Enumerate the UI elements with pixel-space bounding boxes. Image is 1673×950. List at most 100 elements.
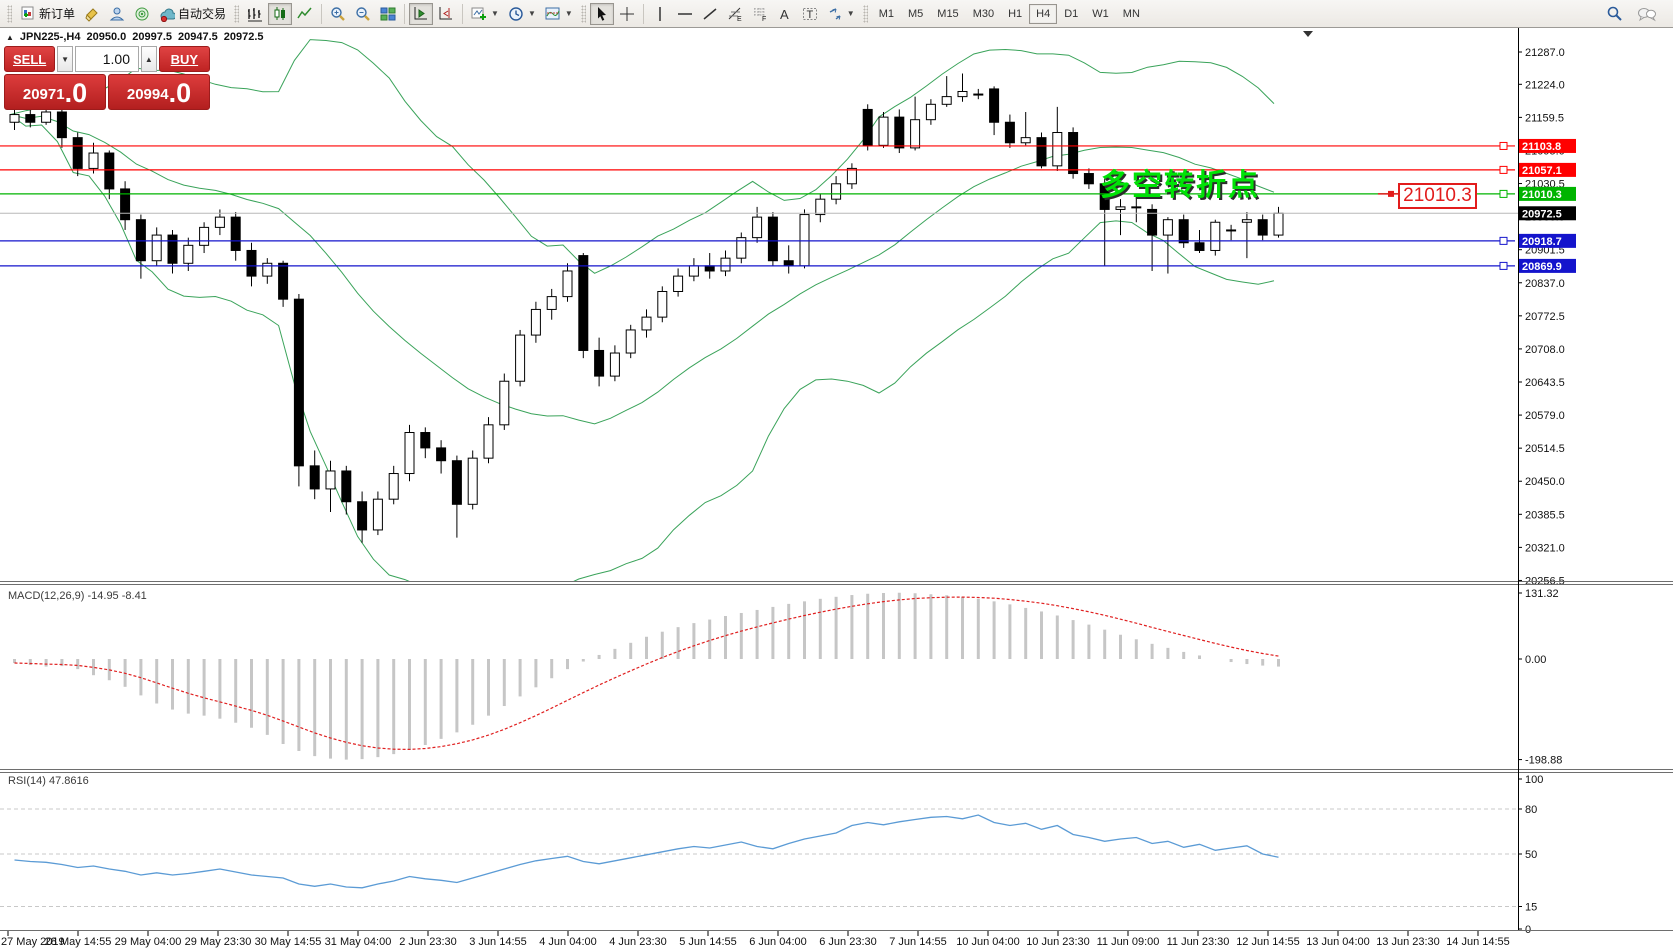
price-axis: 21287.021224.021159.521095.021030.520966… — [1518, 47, 1576, 587]
svg-text:30 May 14:55: 30 May 14:55 — [255, 936, 322, 948]
shift-marker-icon — [1303, 31, 1313, 37]
svg-text:20385.5: 20385.5 — [1525, 509, 1565, 521]
grid-tool-button[interactable]: F — [748, 3, 772, 25]
line-chart-mode-button[interactable] — [293, 3, 317, 25]
svg-text:13 Jun 04:00: 13 Jun 04:00 — [1306, 936, 1370, 948]
trendline-tool-button[interactable] — [698, 3, 722, 25]
dropdown-arrow-icon: ▼ — [564, 9, 573, 18]
volume-decrease-button[interactable]: ▼ — [57, 46, 73, 72]
svg-text:28 May 14:55: 28 May 14:55 — [45, 936, 112, 948]
svg-text:5 Jun 14:55: 5 Jun 14:55 — [679, 936, 737, 948]
candles — [9, 73, 1284, 543]
toolbar-drag-handle[interactable] — [862, 4, 868, 23]
shapes-tool-button[interactable]: ▼ — [823, 3, 859, 25]
svg-text:131.32: 131.32 — [1525, 588, 1559, 600]
svg-text:13 Jun 23:30: 13 Jun 23:30 — [1376, 936, 1440, 948]
toolbar-drag-handle[interactable] — [234, 4, 240, 23]
tile-windows-button[interactable] — [376, 3, 400, 25]
bar-chart-mode-button[interactable] — [243, 3, 267, 25]
bar-chart-icon — [248, 7, 263, 21]
bollinger-bands — [9, 39, 1275, 581]
crosshair-icon — [619, 6, 634, 21]
cursor-arrow-icon — [597, 6, 606, 21]
toolbar-drag-handle[interactable] — [580, 4, 586, 23]
sell-button[interactable]: SELL — [4, 46, 56, 72]
timeframe-m1[interactable]: M1 — [872, 4, 901, 24]
timeframe-m5[interactable]: M5 — [901, 4, 930, 24]
dropdown-arrow-icon: ▼ — [527, 9, 536, 18]
ohlc-close: 20972.5 — [223, 31, 264, 43]
svg-text:14 Jun 14:55: 14 Jun 14:55 — [1446, 936, 1510, 948]
timeframe-d1[interactable]: D1 — [1057, 4, 1085, 24]
svg-text:31 May 04:00: 31 May 04:00 — [325, 936, 392, 948]
indicators-button[interactable]: ▼ — [541, 3, 577, 25]
styler-button[interactable] — [80, 3, 104, 25]
buy-button[interactable]: BUY — [158, 46, 210, 72]
sell-price-button[interactable]: 20971 .0 — [4, 74, 106, 110]
timeframe-mn[interactable]: MN — [1116, 4, 1147, 24]
signals-button[interactable] — [130, 3, 154, 25]
grid-icon: F — [753, 7, 766, 22]
new-chart-icon — [471, 7, 487, 20]
svg-text:20972.5: 20972.5 — [1522, 208, 1562, 220]
timeframe-h1[interactable]: H1 — [1001, 4, 1029, 24]
vertical-line-icon — [659, 6, 661, 21]
turning-point-annotation[interactable]: 多空转折点 — [1100, 169, 1260, 202]
chart-canvas[interactable]: 21287.021224.021159.521095.021030.520966… — [0, 28, 1673, 950]
auto-trading-button[interactable]: 自动交易 — [155, 3, 230, 25]
sonar-icon — [135, 7, 149, 20]
rsi-panel — [0, 808, 1518, 907]
horizontal-line-tool-button[interactable] — [673, 3, 697, 25]
svg-text:15: 15 — [1525, 902, 1537, 914]
svg-text:21103.8: 21103.8 — [1522, 141, 1561, 153]
chart-shift-button[interactable] — [434, 3, 458, 25]
timeframe-group: M1 M5 M15 M30 H1 H4 D1 W1 MN — [872, 3, 1147, 24]
zoom-out-icon — [356, 6, 370, 21]
fibonacci-icon: E — [728, 7, 742, 22]
toolbar-drag-handle[interactable] — [7, 4, 12, 23]
new-order-button[interactable]: 新订单 — [16, 3, 79, 25]
periods-button[interactable]: ▼ — [504, 3, 540, 25]
svg-text:E: E — [737, 16, 742, 22]
macd-panel — [13, 592, 1280, 760]
text-tool-button[interactable]: A — [773, 3, 797, 25]
chat-icon — [1638, 7, 1656, 21]
new-order-label: 新订单 — [39, 7, 76, 21]
collapse-icon[interactable]: ▲ — [6, 32, 14, 42]
timeframe-m15[interactable]: M15 — [930, 4, 965, 24]
candlestick-mode-button[interactable] — [268, 2, 293, 25]
zoom-out-button[interactable] — [351, 3, 375, 25]
svg-text:20450.0: 20450.0 — [1525, 476, 1565, 488]
volume-increase-button[interactable]: ▲ — [141, 46, 157, 72]
svg-text:20643.5: 20643.5 — [1525, 377, 1565, 389]
sell-price-decimal: .0 — [64, 78, 88, 108]
vertical-line-tool-button[interactable] — [648, 3, 672, 25]
timeframe-h4[interactable]: H4 — [1029, 3, 1058, 24]
new-chart-button[interactable]: ▼ — [467, 3, 503, 25]
svg-text:2 Jun 23:30: 2 Jun 23:30 — [399, 936, 457, 948]
indicators-icon — [545, 7, 560, 19]
text-label-tool-button[interactable]: T — [798, 3, 822, 25]
auto-scroll-button[interactable] — [409, 2, 434, 25]
search-button[interactable] — [1602, 3, 1627, 25]
volume-input[interactable] — [75, 46, 139, 72]
chat-button[interactable] — [1633, 3, 1661, 25]
auto-trading-icon — [160, 8, 176, 22]
one-click-trading-panel: SELL ▼ ▲ BUY 20971 .0 20994 .0 — [4, 46, 210, 110]
svg-text:10 Jun 23:30: 10 Jun 23:30 — [1026, 936, 1090, 948]
svg-text:29 May 04:00: 29 May 04:00 — [115, 936, 182, 948]
zoom-in-button[interactable] — [326, 3, 350, 25]
svg-text:T: T — [806, 9, 813, 21]
svg-text:20918.7: 20918.7 — [1522, 236, 1562, 248]
chart-window: 21287.021224.021159.521095.021030.520966… — [0, 28, 1673, 950]
timeframe-w1[interactable]: W1 — [1085, 4, 1116, 24]
fibonacci-tool-button[interactable]: E — [723, 3, 747, 25]
buy-price-button[interactable]: 20994 .0 — [108, 74, 210, 110]
macd-values: -14.95 -8.41 — [87, 590, 147, 602]
profiles-button[interactable] — [105, 3, 129, 25]
chart-symbol: JPN225-,H4 — [19, 31, 81, 43]
price-callout-box[interactable]: 21010.3 — [1398, 183, 1477, 209]
timeframe-m30[interactable]: M30 — [966, 4, 1001, 24]
cursor-tool-button[interactable] — [589, 2, 614, 25]
crosshair-tool-button[interactable] — [615, 3, 639, 25]
